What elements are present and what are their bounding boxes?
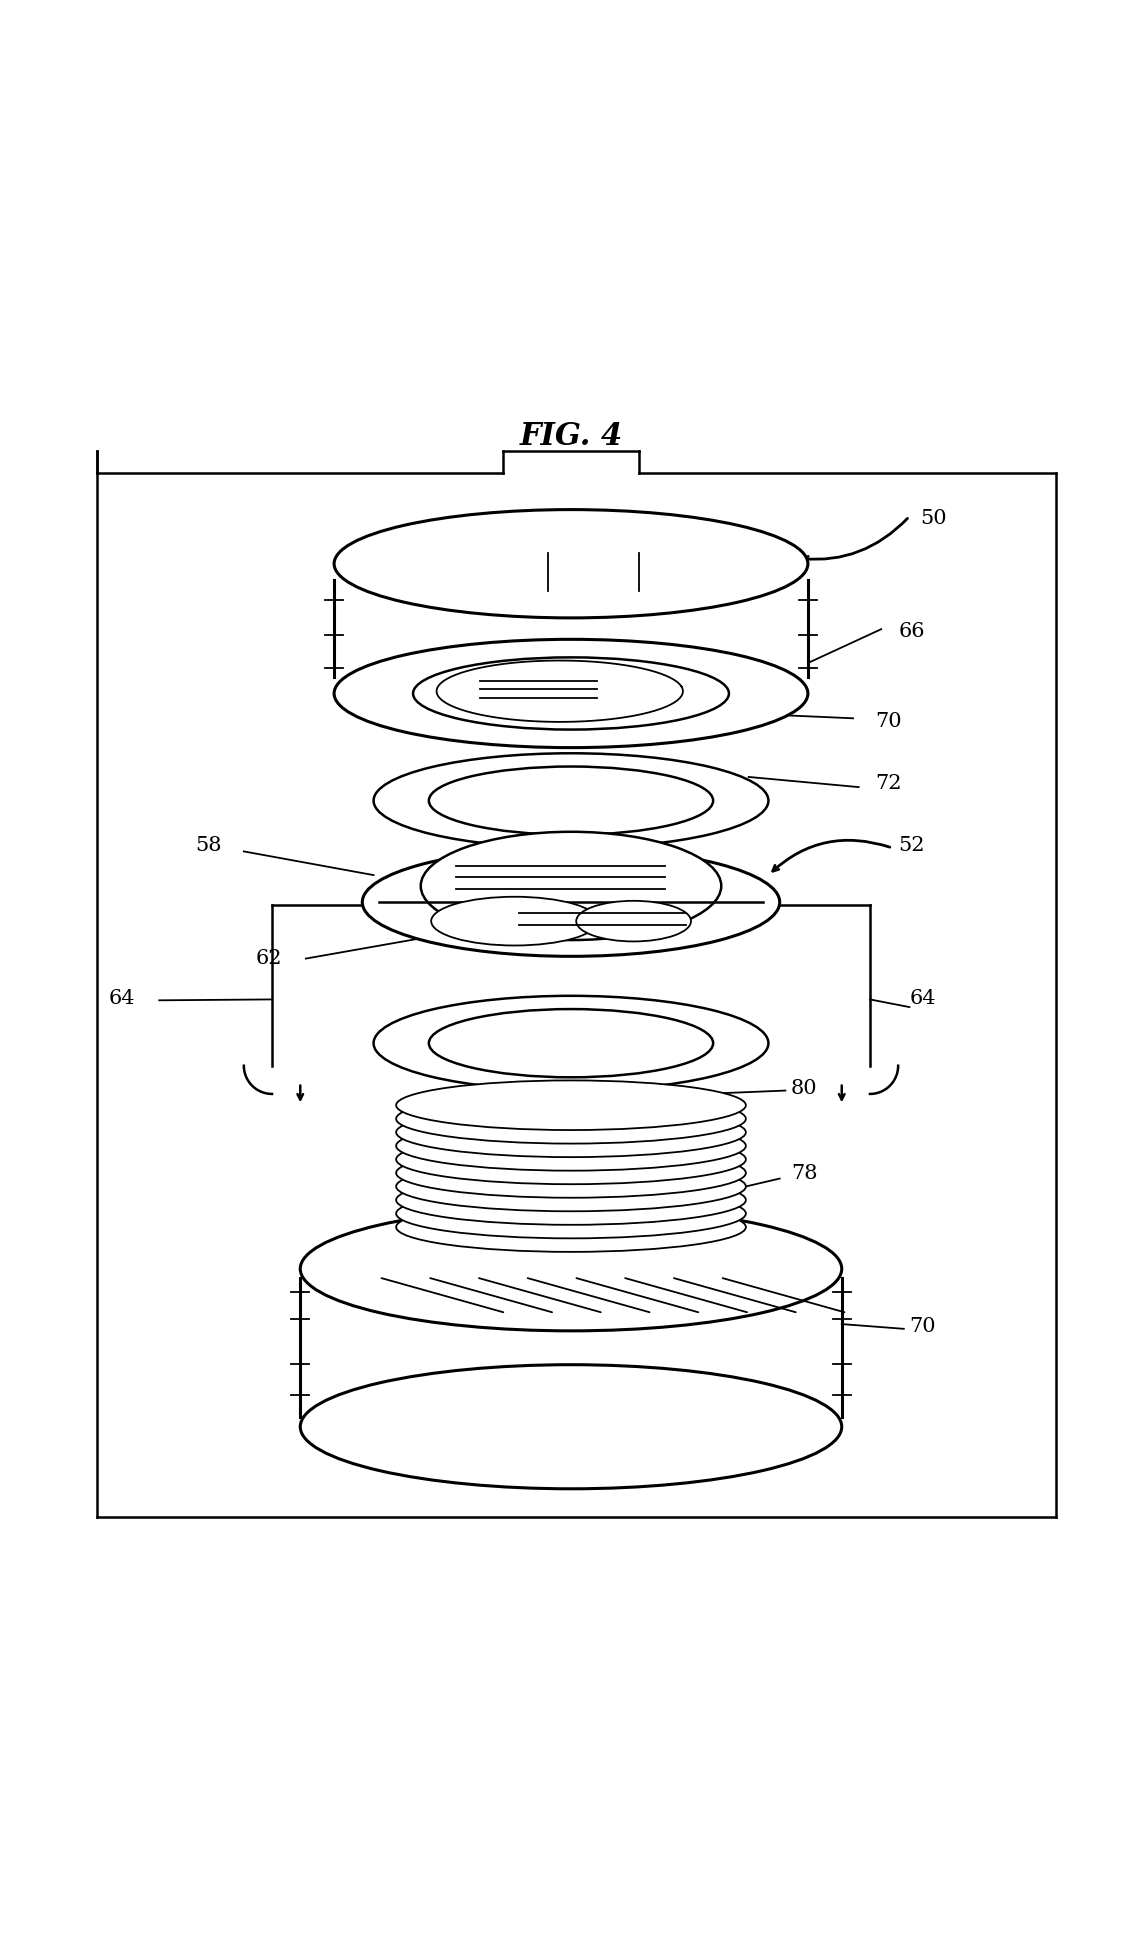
Text: 58: 58 (195, 837, 222, 855)
Ellipse shape (373, 995, 769, 1091)
Ellipse shape (396, 1161, 746, 1212)
Ellipse shape (396, 1108, 746, 1157)
Text: 64: 64 (909, 989, 936, 1009)
Ellipse shape (429, 767, 713, 835)
Ellipse shape (432, 897, 598, 946)
Ellipse shape (300, 1208, 842, 1331)
Ellipse shape (396, 1188, 746, 1239)
Ellipse shape (396, 1081, 746, 1130)
Text: FIG. 4: FIG. 4 (520, 421, 622, 453)
Text: 52: 52 (898, 837, 925, 855)
Ellipse shape (413, 657, 729, 730)
Ellipse shape (396, 1202, 746, 1253)
Text: 72: 72 (876, 775, 902, 794)
Text: 78: 78 (791, 1163, 818, 1182)
Text: 80: 80 (791, 1079, 818, 1098)
Ellipse shape (420, 831, 722, 940)
Ellipse shape (396, 1095, 746, 1143)
Ellipse shape (577, 901, 691, 942)
Text: 66: 66 (898, 622, 925, 642)
Ellipse shape (396, 1135, 746, 1184)
Ellipse shape (429, 1009, 713, 1077)
Ellipse shape (300, 1364, 842, 1489)
Ellipse shape (335, 640, 807, 747)
Ellipse shape (335, 509, 807, 618)
Text: 60: 60 (548, 806, 576, 823)
Polygon shape (436, 661, 683, 722)
Ellipse shape (373, 753, 769, 849)
Text: 50: 50 (920, 509, 948, 529)
Text: 70: 70 (876, 712, 902, 732)
Ellipse shape (396, 1147, 746, 1198)
Ellipse shape (362, 849, 780, 956)
Ellipse shape (396, 1175, 746, 1225)
Text: 64: 64 (108, 989, 135, 1009)
Text: 70: 70 (909, 1317, 936, 1336)
Ellipse shape (396, 1122, 746, 1171)
Text: 62: 62 (255, 950, 282, 968)
